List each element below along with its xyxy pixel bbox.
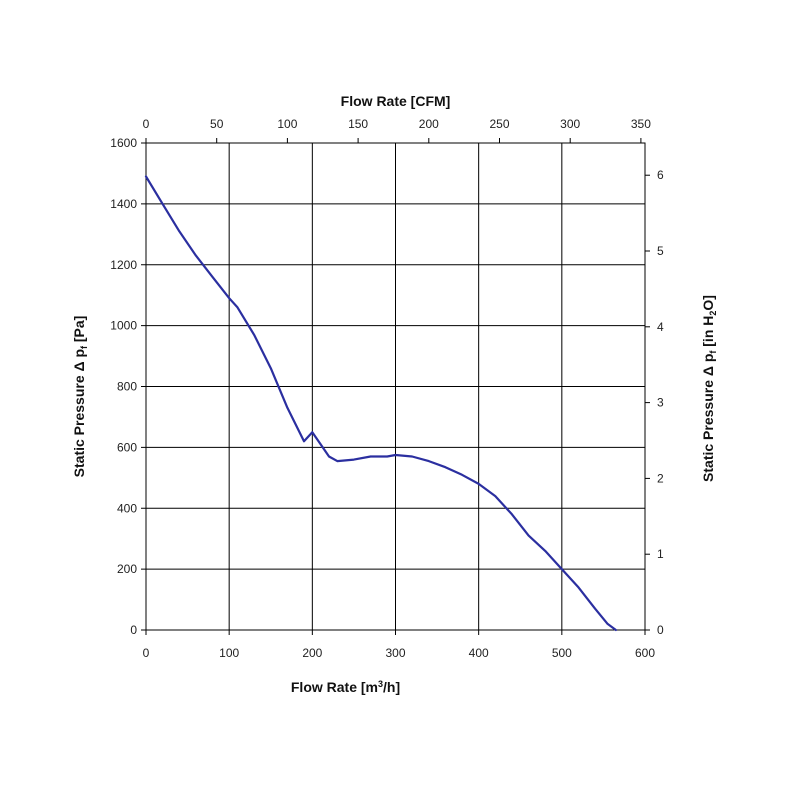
bottom-axis-title-end: /h] (383, 679, 400, 695)
bottom-tick-label: 400 (469, 646, 489, 660)
left-tick-label: 600 (117, 440, 137, 454)
top-tick-label: 300 (560, 117, 580, 131)
right-axis-title-mid: [in H (700, 316, 716, 351)
bottom-tick-label: 300 (385, 646, 405, 660)
tick-labels: 0 100 200 300 400 500 600020040060080010001200… (110, 117, 664, 660)
right-tick-label: 6 (657, 168, 664, 182)
bottom-tick-label: 500 (552, 646, 572, 660)
top-tick-label: 0 (143, 117, 150, 131)
series (144, 175, 618, 632)
left-tick-label: 1000 (110, 319, 137, 333)
bottom-tick-label: 100 (219, 646, 239, 660)
bottom-axis-title: Flow Rate [m3/h] (291, 679, 400, 695)
right-axis-title-sub2: 2 (708, 311, 718, 316)
bottom-tick-label: 600 (635, 646, 655, 660)
bottom-tick-label: 0 (143, 646, 150, 660)
left-axis-title-sub: f (79, 345, 89, 349)
series-line (144, 175, 618, 632)
left-tick-label: 800 (117, 380, 137, 394)
left-tick-label: 1400 (110, 197, 137, 211)
bottom-axis-title-sup: 3 (378, 679, 383, 689)
top-tick-label: 150 (348, 117, 368, 131)
right-tick-label: 4 (657, 320, 664, 334)
right-axis-title-sub: f (708, 350, 718, 354)
left-tick-label: 1600 (110, 136, 137, 150)
right-tick-label: 0 (657, 623, 664, 637)
right-axis-title-main: Static Pressure Δ p (700, 354, 716, 482)
top-tick-label: 100 (277, 117, 297, 131)
bottom-tick-label: 200 (302, 646, 322, 660)
right-tick-label: 1 (657, 547, 664, 561)
top-axis-title: Flow Rate [CFM] (341, 93, 451, 109)
left-tick-label: 400 (117, 501, 137, 515)
left-tick-label: 1200 (110, 258, 137, 272)
left-axis-title: Static Pressure Δ pf [Pa] (71, 316, 89, 478)
right-axis-title-end: O] (700, 295, 716, 311)
grid (145, 142, 646, 631)
left-axis-title-end: [Pa] (71, 316, 87, 346)
left-tick-label: 200 (117, 562, 137, 576)
top-tick-label: 200 (419, 117, 439, 131)
right-tick-label: 2 (657, 471, 664, 485)
left-axis-title-main: Static Pressure Δ p (71, 349, 87, 477)
right-tick-label: 5 (657, 244, 664, 258)
top-tick-label: 50 (210, 117, 224, 131)
bottom-axis-title-main: Flow Rate [m (291, 679, 378, 695)
top-tick-label: 250 (489, 117, 509, 131)
right-tick-label: 3 (657, 396, 664, 410)
left-tick-label: 0 (130, 623, 137, 637)
right-axis-title: Static Pressure Δ pf [in H2O] (700, 295, 718, 482)
top-tick-label: 350 (631, 117, 651, 131)
